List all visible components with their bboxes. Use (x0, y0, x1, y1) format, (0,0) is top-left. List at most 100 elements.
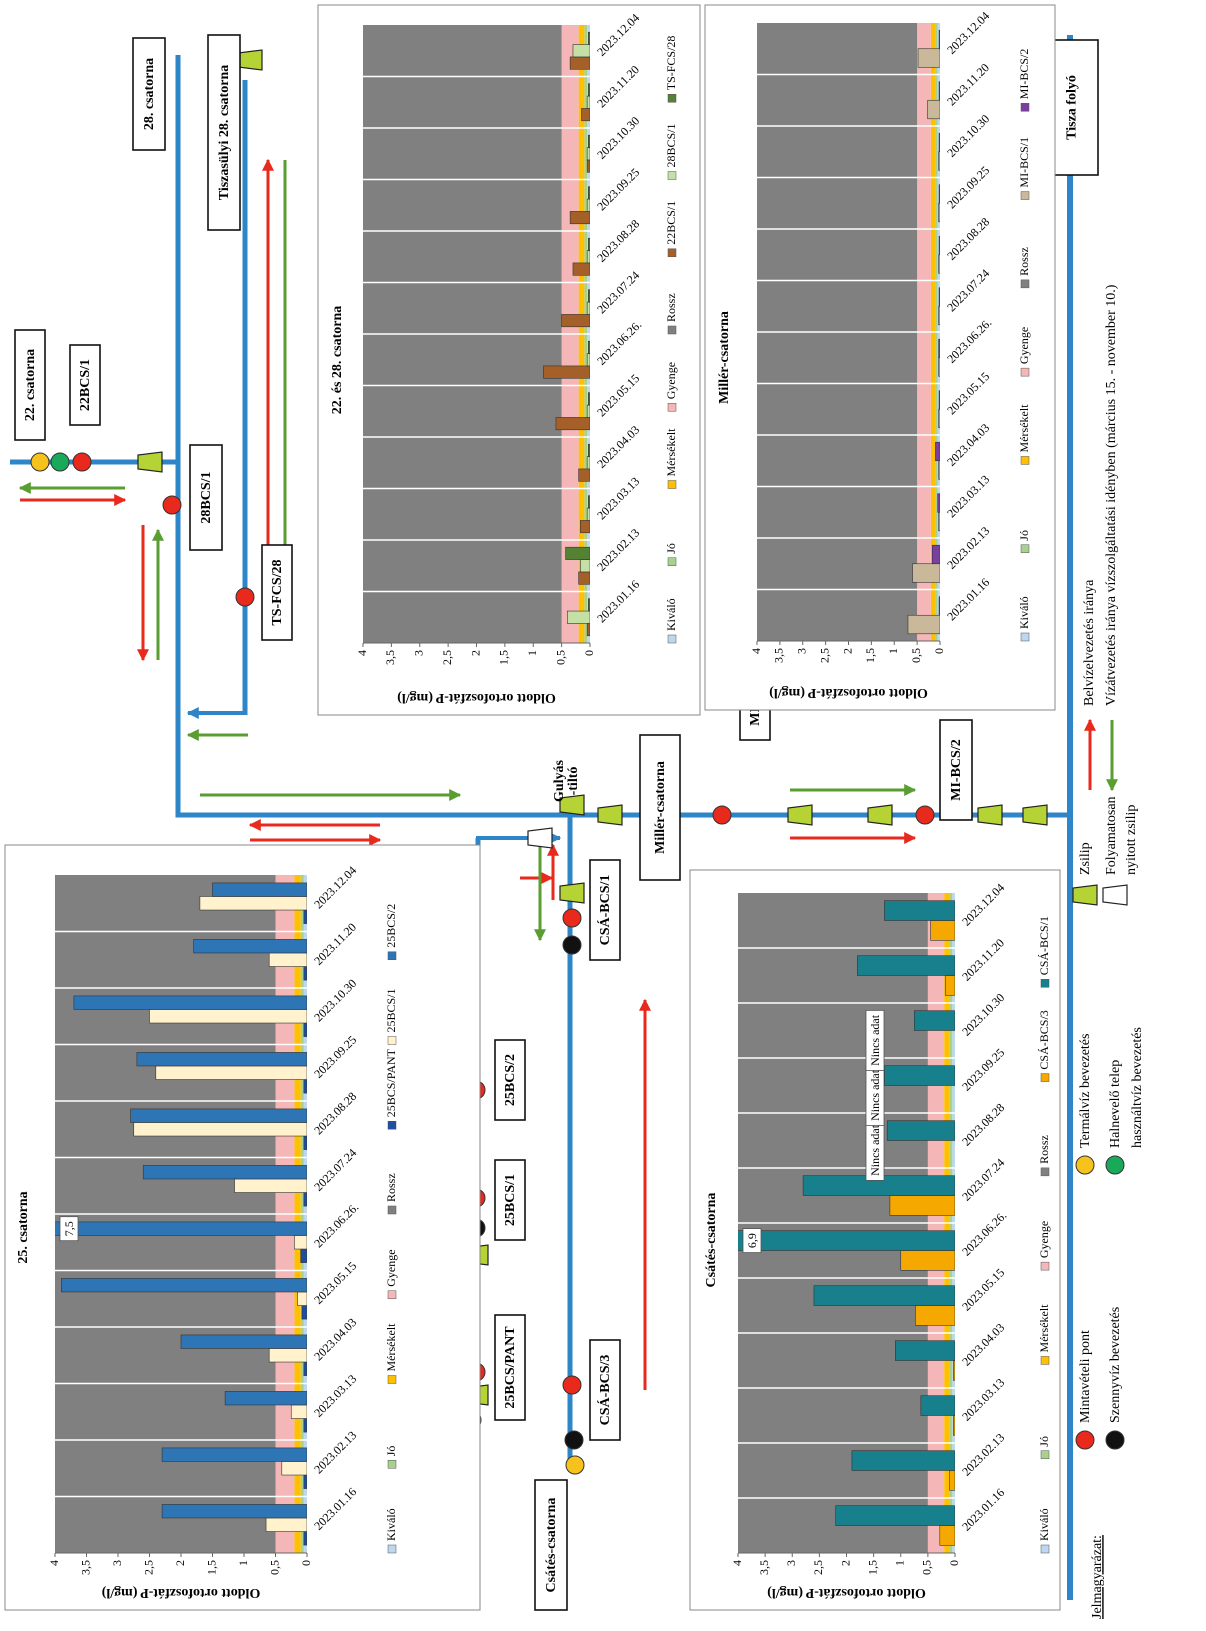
sluice (867, 804, 893, 826)
bar (268, 1348, 307, 1363)
bar (136, 1052, 307, 1067)
bar (938, 254, 940, 274)
y-tick-label: 0,5 (267, 1560, 281, 1575)
legend-swatch (1040, 1450, 1050, 1459)
bar (586, 456, 590, 470)
bar (569, 56, 590, 70)
bar (938, 338, 940, 359)
bar (586, 95, 590, 109)
label: 25BCS/2 (503, 1054, 518, 1106)
sewage-inlet (564, 1430, 584, 1450)
label: 22. csatorna (23, 349, 38, 421)
bar (303, 1079, 307, 1094)
bar (587, 83, 590, 97)
y-tick-label: 1,5 (204, 1560, 218, 1575)
bar (587, 134, 590, 148)
legend-swatch (387, 1460, 397, 1469)
bar (953, 1415, 955, 1436)
sluice (787, 804, 813, 826)
bar (294, 1235, 307, 1250)
bar (917, 48, 940, 68)
y-tick-label: 0,5 (909, 648, 923, 663)
bar (938, 511, 940, 532)
legend-label: Gyenge (1017, 327, 1031, 364)
y-tick-label: 0 (932, 648, 946, 654)
y-tick-label: 2 (838, 1560, 852, 1566)
value-label: Nincs adat (868, 1069, 882, 1121)
bar (938, 184, 940, 204)
bar (303, 1418, 307, 1433)
sewage-inlet (562, 935, 582, 955)
legend-label: 25BCS/PANT (384, 1048, 398, 1117)
y-tick-label: 2,5 (817, 648, 831, 663)
y-tick-label: 3 (412, 650, 426, 656)
bar (161, 1504, 307, 1519)
bar (281, 1461, 307, 1476)
bar (578, 468, 590, 482)
sampling-point (562, 1375, 582, 1395)
open-sluice (527, 827, 553, 849)
legend-label: Kiváló (384, 1508, 398, 1541)
label-box (69, 344, 101, 426)
y-tick-label: 0,5 (920, 1560, 934, 1575)
bar (586, 404, 590, 418)
bar (569, 211, 590, 225)
bar (303, 966, 307, 981)
legend-label: Rossz (384, 1173, 398, 1202)
gate-label: Gulyás (552, 759, 567, 802)
value-label: Nincs adat (868, 1124, 882, 1176)
thermal-inlet (30, 452, 50, 472)
y-tick-label: 1,5 (497, 650, 511, 665)
bar (587, 237, 590, 251)
legend-symbol (1075, 1155, 1095, 1175)
legend-swatch (1020, 367, 1030, 377)
bar (884, 1065, 955, 1086)
legend-text: Mintavételi pont (1078, 1330, 1093, 1423)
legend-swatch (667, 557, 677, 566)
y-tick-label: 2,5 (440, 650, 454, 665)
value-label-box (742, 1228, 762, 1254)
bar (587, 495, 590, 509)
bar (303, 1361, 307, 1376)
legend-label: Gyenge (664, 362, 678, 399)
label-box (494, 1039, 526, 1121)
y-tick-label: 4 (730, 1560, 744, 1566)
bar (578, 571, 590, 585)
bar (193, 939, 307, 954)
legend-swatch (387, 1290, 397, 1299)
bar (586, 623, 590, 637)
bar (60, 1278, 307, 1293)
bar (297, 1291, 307, 1306)
bar (303, 1135, 307, 1150)
bar (938, 305, 940, 326)
y-tick-label: 3,5 (757, 1560, 771, 1575)
legend-swatch (1020, 103, 1030, 112)
sampling-point (712, 805, 732, 825)
bar (301, 1305, 307, 1320)
thermal-inlet (565, 1455, 585, 1475)
label: Csátés-csatorna (544, 1498, 559, 1593)
bar (938, 390, 940, 410)
bar (572, 262, 590, 276)
y-tick-label: 0 (582, 650, 596, 656)
y-tick-label: 4 (47, 1560, 61, 1566)
legend-text: Vízátvezetés iránya vízszolgáltatási idé… (1104, 284, 1119, 706)
legend-label: Gyenge (1037, 1221, 1051, 1258)
bar (586, 198, 590, 212)
legend-swatch (667, 325, 677, 335)
sluice (559, 882, 585, 904)
chart-title: Csátés-csatorna (704, 1193, 719, 1288)
chart-title: Millér-csatorna (717, 311, 732, 404)
value-label-box (59, 1216, 79, 1242)
legend-label: Rossz (1017, 247, 1031, 276)
legend-text: nyitott zsilip (1124, 805, 1139, 875)
bar (234, 1178, 307, 1193)
label-box (639, 734, 681, 881)
bar (907, 614, 940, 635)
bar (543, 365, 590, 379)
y-tick-label: 2 (468, 650, 482, 656)
bar (931, 544, 940, 565)
legend-swatch (667, 94, 677, 103)
bar (142, 1165, 307, 1180)
sampling-point (915, 805, 935, 825)
